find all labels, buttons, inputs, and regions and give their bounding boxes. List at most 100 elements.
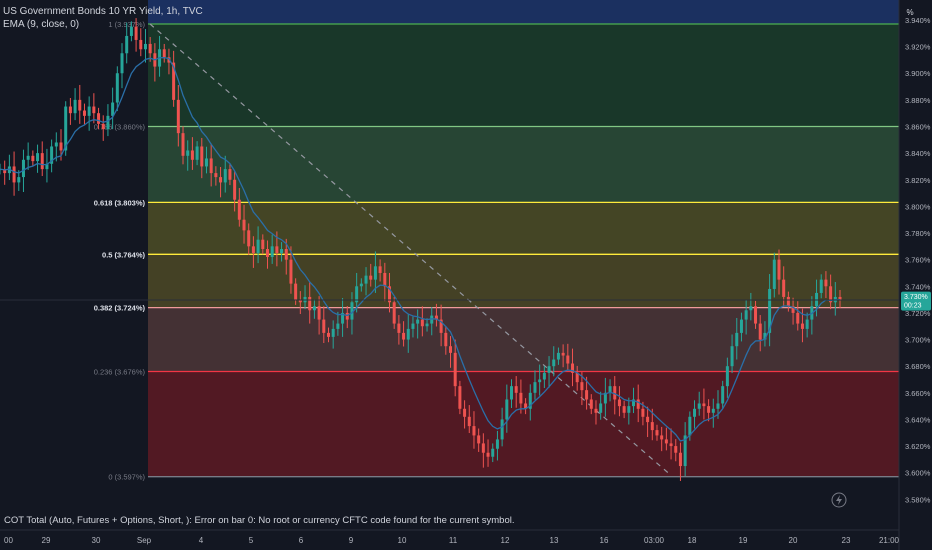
scale-mode-button[interactable]: % [906, 8, 914, 17]
candle-body [308, 296, 312, 311]
ema-legend[interactable]: EMA (9, close, 0) [3, 19, 80, 30]
candle-body [143, 43, 147, 50]
candle-body [289, 259, 293, 284]
candle-body [702, 403, 706, 407]
candle-body [434, 315, 438, 320]
candle-body [613, 386, 617, 400]
candle-body [92, 106, 96, 114]
last-price-label: 3.730% [904, 294, 928, 301]
time-tick-label: 29 [42, 536, 51, 545]
candle-body [693, 408, 697, 417]
candle-body [463, 408, 467, 417]
candle-body [87, 106, 91, 116]
candle-body [688, 416, 692, 436]
candle-body [326, 332, 330, 337]
candle-body [749, 306, 753, 311]
candle-body [78, 99, 82, 111]
candle-body [214, 173, 218, 178]
candle-body [298, 299, 302, 303]
time-tick-label: 10 [398, 536, 407, 545]
candle-body [566, 355, 570, 364]
candle-body [730, 346, 734, 367]
lightning-icon[interactable] [831, 492, 847, 508]
candle-body [31, 155, 35, 162]
candle-body [805, 319, 809, 329]
fib-zone [148, 126, 899, 203]
candle-body [406, 328, 410, 340]
candle-body [26, 155, 30, 160]
time-tick-label: 00 [4, 536, 13, 545]
candle-body [54, 142, 58, 147]
price-tick-label: 3.880% [905, 96, 931, 105]
time-axis[interactable]: 00 29 30 Sep 4 5 6 9 10 11 12 13 16 03:00 18 19 20 23 21:0… [0, 529, 900, 545]
candle-body [120, 53, 124, 74]
candle-body [322, 319, 326, 333]
candle-body [228, 169, 232, 180]
candle-body [101, 123, 105, 130]
candle-body [294, 283, 298, 300]
candle-body [387, 286, 391, 303]
time-tick-label: 4 [199, 536, 204, 545]
candle-body [82, 110, 86, 116]
candle-body [402, 332, 406, 340]
candle-body [125, 35, 129, 54]
time-tick-label: 19 [739, 536, 748, 545]
candle-body [251, 246, 255, 253]
candle-body [50, 146, 54, 164]
candle-body [622, 406, 626, 413]
candle-body [646, 416, 650, 423]
time-tick-label: 21:00 [879, 536, 900, 545]
candle-body [528, 392, 532, 409]
candle-body [458, 386, 462, 409]
candle-body [608, 386, 612, 393]
candle-body [711, 408, 715, 413]
candle-body [819, 279, 823, 293]
price-tick-label: 3.820% [905, 176, 931, 185]
candle-body [791, 306, 795, 313]
candle-body [233, 179, 237, 200]
price-tick-label: 3.680% [905, 362, 931, 371]
price-axis[interactable]: 3.940% 3.920% 3.900% 3.880% 3.860% 3.840% 3.82… [898, 0, 932, 550]
candle-body [739, 319, 743, 333]
price-tick-label: 3.640% [905, 415, 931, 424]
candle-body [763, 332, 767, 340]
candle-body [481, 443, 485, 453]
time-tick-label: 20 [789, 536, 798, 545]
candle-body [111, 102, 115, 116]
candle-body [73, 99, 77, 114]
candle-body [97, 113, 101, 124]
price-tick-label: 3.620% [905, 442, 931, 451]
candle-body [542, 372, 546, 380]
candle-body [782, 279, 786, 297]
candle-body [355, 286, 359, 303]
candle-body [655, 430, 659, 436]
candle-body [134, 26, 138, 40]
candle-body [758, 323, 762, 340]
candle-body [369, 275, 373, 280]
candle-body [786, 296, 790, 307]
time-tick-label: 16 [600, 536, 609, 545]
time-tick-label: 18 [688, 536, 697, 545]
candle-body [556, 352, 560, 360]
candle-body [838, 296, 842, 300]
symbol-title[interactable]: US Government Bonds 10 YR Yield, 1h, TVC [3, 6, 203, 17]
candle-body [725, 366, 729, 387]
candle-body [106, 115, 110, 130]
candle-body [129, 26, 133, 36]
candle-body [678, 452, 682, 467]
candle-body [472, 426, 476, 436]
fib-level-label: 0.618 (3.803%) [94, 198, 146, 207]
candle-body [265, 249, 269, 257]
candle-body [674, 446, 678, 453]
candle-body [744, 310, 748, 320]
candle-body [280, 249, 284, 253]
candle-body [467, 416, 471, 427]
fib-zones [148, 0, 899, 477]
candle-body [824, 279, 828, 287]
price-tick-label: 3.940% [905, 16, 931, 25]
candle-body [397, 323, 401, 333]
candle-body [247, 230, 251, 247]
candle-body [223, 169, 227, 183]
candle-body [59, 142, 63, 151]
